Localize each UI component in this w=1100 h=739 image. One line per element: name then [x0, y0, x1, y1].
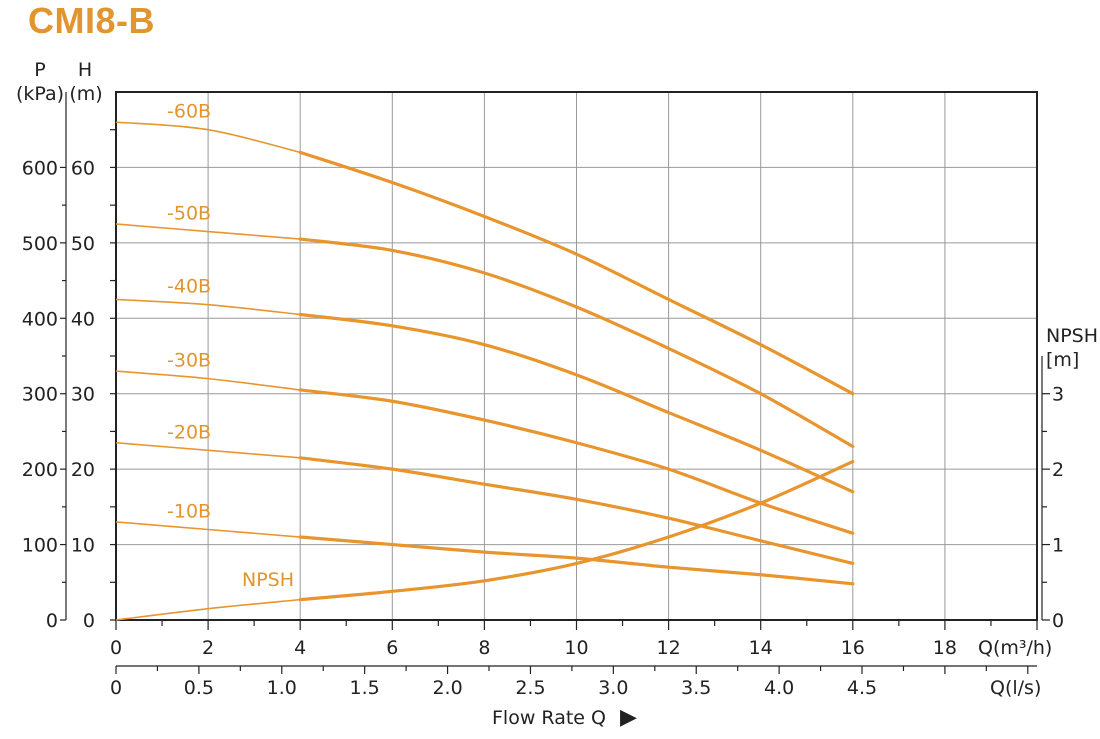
- q-m3h-tick-label: 6: [386, 637, 398, 659]
- curve-60b-thin: [115, 121, 301, 154]
- q-ls-tick-label: 4.5: [847, 677, 877, 699]
- q-m3h-tick-label: 14: [749, 637, 773, 659]
- curve-50b-thin: [115, 223, 301, 240]
- label-layer: -60B -50B -40B -30B -20B -10B NPSH: [167, 101, 294, 591]
- q-ls-tick-label: 1.5: [350, 677, 380, 699]
- npsh-axis-unit: [m]: [1046, 349, 1079, 371]
- curve-layer: [115, 121, 855, 621]
- h-tick-label: 20: [71, 459, 95, 481]
- q-ls-tick-label: 3.5: [681, 677, 711, 699]
- npsh-tick-label: 3: [1052, 384, 1064, 406]
- flow-rate-label: Flow Rate Q: [492, 707, 606, 729]
- curve-10b: [298, 535, 855, 586]
- npsh-tick-label: 1: [1052, 535, 1064, 557]
- curve-20b: [298, 456, 855, 566]
- h-tick-label: 40: [71, 308, 95, 330]
- p-tick-label: 300: [22, 384, 58, 406]
- curve-label-60b: -60B: [167, 101, 211, 123]
- flow-arrow-icon: ▶: [620, 705, 637, 730]
- curve-label-npsh: NPSH: [242, 569, 294, 591]
- p-axis-unit: (kPa): [16, 83, 64, 105]
- q-m3h-tick-label: 8: [478, 637, 490, 659]
- curve-30b-thin: [115, 370, 301, 391]
- curve-label-20b: -20B: [167, 421, 211, 443]
- q-ls-tick-label: 2.5: [515, 677, 545, 699]
- p-axis-label: P: [34, 59, 45, 81]
- h-tick-label: 30: [71, 384, 95, 406]
- curve-label-40b: -40B: [167, 276, 211, 298]
- q-ls-tick-label: 0: [110, 677, 122, 699]
- q-ls-tick-label: 4.0: [764, 677, 794, 699]
- curve-label-10b: -10B: [167, 500, 211, 522]
- npsh-tick-label: 2: [1052, 459, 1064, 481]
- q-ls-tick-label: 2.0: [432, 677, 462, 699]
- curve-npsh: [298, 460, 855, 602]
- p-tick-label: 100: [22, 535, 58, 557]
- q-m3h-tick-label: 12: [657, 637, 681, 659]
- q-m3h-tick-label: 10: [564, 637, 588, 659]
- h-tick-label: 50: [71, 233, 95, 255]
- curve-label-30b: -30B: [167, 350, 211, 372]
- h-tick-label: 10: [71, 535, 95, 557]
- q-ls-unit-label: Q(l/s): [990, 677, 1041, 699]
- h-axis-label: H: [78, 59, 92, 81]
- h-tick-label: 0: [83, 610, 95, 632]
- q-ls-tick-label: 0.5: [184, 677, 214, 699]
- q-m3h-tick-label: 2: [202, 637, 214, 659]
- chart-title: CMI8-B: [28, 0, 155, 41]
- curve-20b-thin: [115, 441, 301, 459]
- curve-label-50b: -50B: [167, 203, 211, 225]
- curve-10b-thin: [115, 521, 301, 538]
- q-ls-tick-label: 1.0: [267, 677, 297, 699]
- h-axis-unit: (m): [69, 83, 102, 105]
- q-m3h-tick-label: 16: [841, 637, 865, 659]
- q-m3h-unit-label: Q(m³/h): [978, 637, 1052, 659]
- p-tick-label: 0: [46, 610, 58, 632]
- grid-layer: [116, 91, 1038, 620]
- q-m3h-tick-label: 4: [294, 637, 306, 659]
- curve-npsh-thin: [115, 598, 301, 621]
- p-tick-label: 200: [22, 459, 58, 481]
- curve-40b-thin: [115, 298, 301, 316]
- curve-60b: [298, 150, 855, 396]
- q-m3h-tick-label: 0: [110, 637, 122, 659]
- p-tick-label: 600: [22, 157, 58, 179]
- curve-40b: [298, 312, 855, 494]
- q-m3h-tick-label: 18: [933, 637, 957, 659]
- q-ls-tick-label: 3.0: [598, 677, 628, 699]
- npsh-tick-label: 0: [1052, 610, 1064, 632]
- p-tick-label: 400: [22, 308, 58, 330]
- h-tick-label: 60: [71, 157, 95, 179]
- p-tick-label: 500: [22, 233, 58, 255]
- curve-50b: [298, 237, 855, 449]
- npsh-axis-label: NPSH: [1046, 325, 1098, 347]
